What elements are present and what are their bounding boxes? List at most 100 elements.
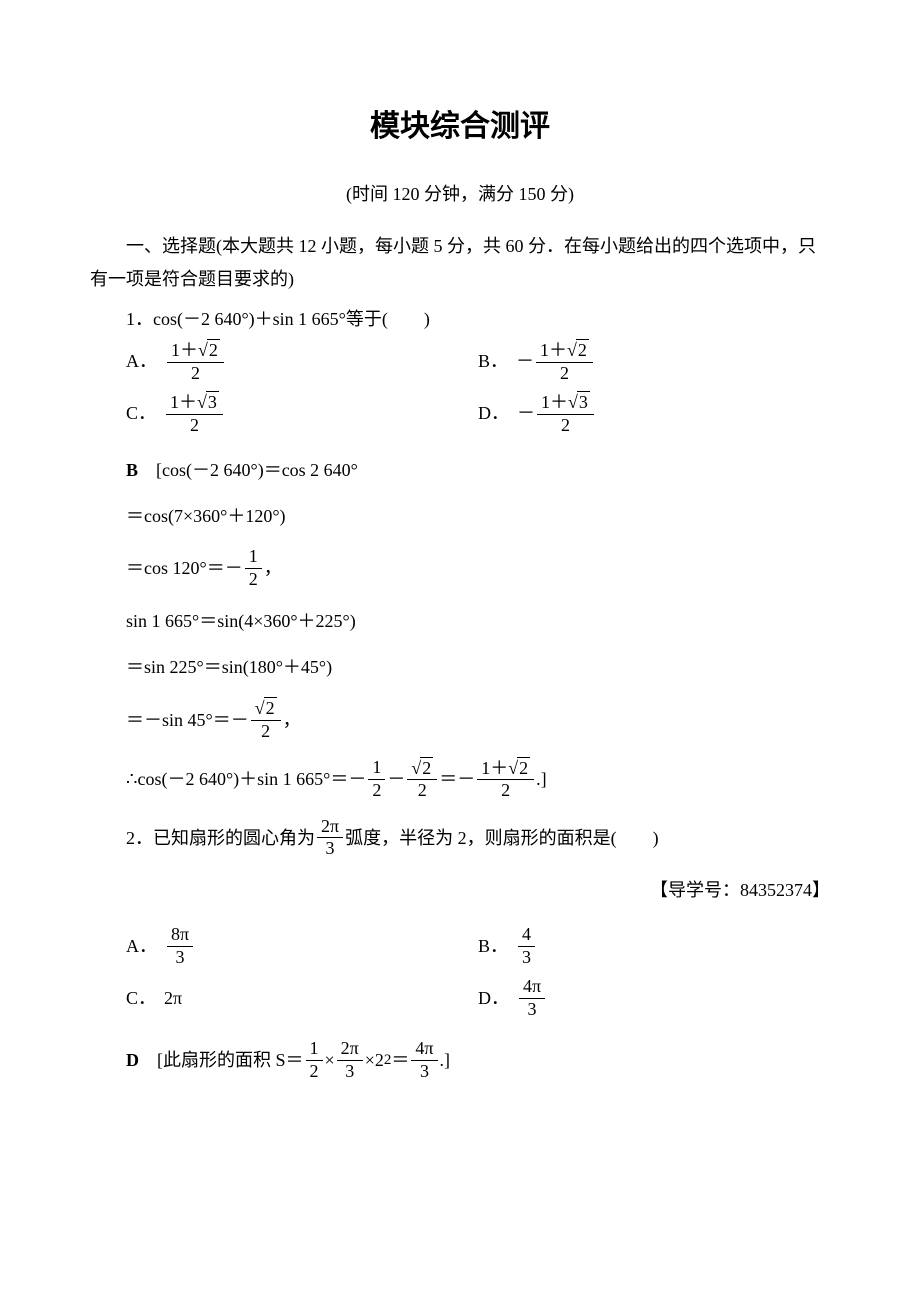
choice-label-c: C．	[126, 982, 156, 1014]
q2-choice-d: D． 4π 3	[478, 972, 830, 1024]
solution-text: ×	[325, 1044, 335, 1076]
fraction: 1＋√3 2	[537, 391, 594, 436]
fraction-num: 4π	[519, 976, 545, 999]
fraction: 8π 3	[167, 924, 193, 968]
solution-text: ＝cos(7×360°＋120°)	[126, 500, 286, 532]
fraction: 1 2	[368, 757, 385, 801]
neg-sign: －	[517, 397, 535, 429]
fraction-num: 1	[245, 546, 262, 569]
choice-label-d: D．	[478, 982, 509, 1014]
q1-choice-d: D． － 1＋√3 2	[478, 388, 830, 440]
q1-solution-line3: ＝cos 120°＝－ 1 2 ，	[126, 546, 830, 590]
fraction-den: 2	[368, 780, 385, 802]
fraction-den: 2	[167, 363, 224, 385]
q2-stem: 2．已知扇形的圆心角为 2π 3 弧度，半径为 2，则扇形的面积是( )	[90, 816, 830, 860]
fraction-den: 2	[536, 363, 593, 385]
fraction-num: 1	[306, 1038, 323, 1061]
solution-text: ×2	[365, 1044, 384, 1076]
q1-choices: A． 1＋√2 2 B． － 1＋√2 2 C． 1＋√3 2 D． － 1＋√…	[126, 336, 830, 440]
q2-answer-letter: D	[126, 1044, 139, 1076]
fraction: 1＋√2 2	[167, 339, 224, 384]
fraction-den: 3	[167, 947, 193, 969]
fraction: 1＋√2 2	[477, 757, 534, 802]
document-title: 模块综合测评	[90, 100, 830, 154]
q1-solution-line4: sin 1 665°＝sin(4×360°＋225°)	[126, 605, 830, 637]
fraction-num: 4π	[411, 1038, 437, 1061]
fraction-num: √2	[407, 757, 437, 781]
fraction: √2 2	[251, 697, 281, 742]
q1-solution-line6: ＝－sin 45°＝－ √2 2 ，	[126, 697, 830, 742]
q1-solution-line2: ＝cos(7×360°＋120°)	[126, 500, 830, 532]
fraction-num: 8π	[167, 924, 193, 947]
fraction-num: 2π	[317, 816, 343, 839]
q1-solution-line1: B [cos(－2 640°)＝cos 2 640°	[126, 454, 830, 486]
q2-solution: D [此扇形的面积 S＝ 1 2 × 2π 3 ×22 ＝ 4π 3 .]	[126, 1038, 830, 1082]
q1-stem: 1．cos(－2 640°)＋sin 1 665°等于( )	[90, 303, 830, 335]
solution-text: [此扇形的面积 S＝	[157, 1044, 304, 1076]
fraction-den: 2	[245, 569, 262, 591]
solution-text: ＝cos 120°＝－	[126, 552, 243, 584]
fraction-den: 2	[306, 1061, 323, 1083]
choice-text: 2π	[164, 982, 182, 1014]
q1-solution-line5: ＝sin 225°＝sin(180°＋45°)	[126, 651, 830, 683]
fraction: 2π 3	[337, 1038, 363, 1082]
q1-answer-letter: B	[126, 454, 138, 486]
fraction-den: 3	[317, 838, 343, 860]
fraction-den: 2	[407, 780, 437, 802]
fraction-den: 3	[518, 947, 535, 969]
fraction-num: 1	[368, 757, 385, 780]
q1-choice-a: A． 1＋√2 2	[126, 336, 478, 388]
fraction-den: 2	[251, 721, 281, 743]
fraction-num: 1＋√3	[537, 391, 594, 415]
q1-choice-b: B． － 1＋√2 2	[478, 336, 830, 388]
fraction: 1 2	[245, 546, 262, 590]
choice-label-b: B．	[478, 345, 508, 377]
q2-choice-c: C． 2π	[126, 972, 478, 1024]
solution-text: ，	[264, 552, 282, 584]
fraction-num: 1＋√2	[536, 339, 593, 363]
fraction-num: 1＋√2	[167, 339, 224, 363]
fraction: 4 3	[518, 924, 535, 968]
fraction-num: 2π	[337, 1038, 363, 1061]
fraction: 4π 3	[519, 976, 545, 1020]
fraction-num: 4	[518, 924, 535, 947]
choice-label-c: C．	[126, 397, 156, 429]
q1-choice-c: C． 1＋√3 2	[126, 388, 478, 440]
fraction-num: √2	[251, 697, 281, 721]
q2-stem-b: 弧度，半径为 2，则扇形的面积是( )	[345, 822, 659, 854]
choice-label-a: A．	[126, 930, 157, 962]
superscript: 2	[384, 1047, 392, 1074]
solution-text: sin 1 665°＝sin(4×360°＋225°)	[126, 605, 356, 637]
fraction: 1＋√3 2	[166, 391, 223, 436]
q1-solution-line7: ∴cos(－2 640°)＋sin 1 665°＝－ 1 2 － √2 2 ＝－…	[126, 757, 830, 802]
fraction: √2 2	[407, 757, 437, 802]
solution-text: ＝	[391, 1044, 409, 1076]
fraction-num: 1＋√3	[166, 391, 223, 415]
solution-text: .]	[536, 763, 547, 795]
solution-text: ＝sin 225°＝sin(180°＋45°)	[126, 651, 332, 683]
q2-stem-a: 2．已知扇形的圆心角为	[126, 822, 315, 854]
choice-label-a: A．	[126, 345, 157, 377]
solution-text: ∴cos(－2 640°)＋sin 1 665°＝－	[126, 763, 366, 795]
choice-label-d: D．	[478, 397, 509, 429]
q2-choice-b: B． 4 3	[478, 920, 830, 972]
fraction-den: 2	[537, 415, 594, 437]
q2-reference-tag: 【导学号：84352374】	[90, 874, 830, 906]
fraction-den: 2	[166, 415, 223, 437]
q2-choice-a: A． 8π 3	[126, 920, 478, 972]
q2-choices: A． 8π 3 B． 4 3 C． 2π D． 4π 3	[126, 920, 830, 1024]
fraction-den: 3	[337, 1061, 363, 1083]
solution-text: [cos(－2 640°)＝cos 2 640°	[156, 454, 358, 486]
solution-text: －	[387, 763, 405, 795]
neg-sign: －	[516, 345, 534, 377]
section-1-intro: 一、选择题(本大题共 12 小题，每小题 5 分，共 60 分．在每小题给出的四…	[90, 230, 830, 295]
fraction-num: 1＋√2	[477, 757, 534, 781]
solution-text: ＝－sin 45°＝－	[126, 704, 249, 736]
solution-text: .]	[440, 1044, 451, 1076]
fraction: 1 2	[306, 1038, 323, 1082]
document-subtitle: (时间 120 分钟，满分 150 分)	[90, 178, 830, 210]
fraction: 1＋√2 2	[536, 339, 593, 384]
solution-text: ＝－	[439, 763, 475, 795]
fraction: 2π 3	[317, 816, 343, 860]
fraction-den: 2	[477, 780, 534, 802]
